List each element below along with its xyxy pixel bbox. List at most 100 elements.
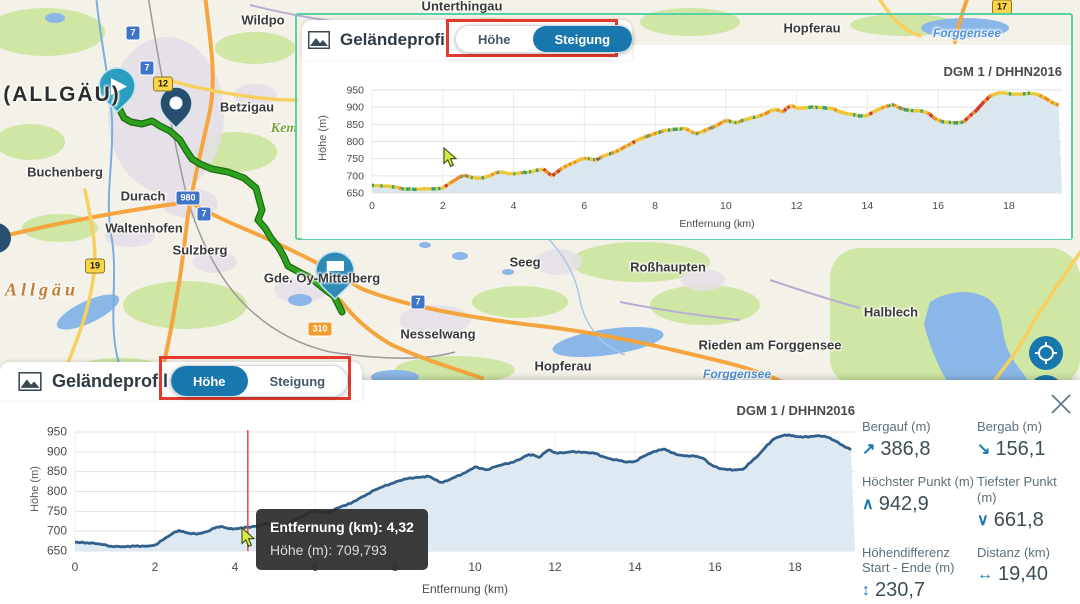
svg-text:16: 16 — [932, 200, 944, 212]
stat-arrow-down-right: Bergab (m) ↘ 156,1 — [977, 419, 1077, 461]
chevron-down-icon: ∨ — [977, 512, 989, 530]
map-label: Rieden am Forggensee — [698, 337, 842, 353]
route-end-marker[interactable] — [315, 251, 355, 301]
map-label: Wildpo — [241, 12, 285, 28]
road-shield: 7 — [410, 294, 426, 310]
stat-value: 19,40 — [998, 563, 1049, 586]
map-label: Durach — [120, 188, 166, 204]
bottom-y-axis-label: Höhe (m) — [28, 466, 41, 512]
map-control-partial — [0, 223, 11, 253]
road-shield: 12 — [152, 76, 174, 92]
tooltip-distance: Entfernung (km): 4,32 — [270, 519, 414, 535]
stat-chevron-up: Höchster Punkt (m) ∧ 942,9 — [862, 474, 974, 532]
svg-text:4: 4 — [232, 560, 239, 574]
top-source-label: DGM 1 / DHHN2016 — [943, 64, 1062, 79]
stat-label: Tiefster Punkt (m) — [977, 473, 1057, 505]
svg-text:2: 2 — [440, 200, 446, 212]
map-label: Allgäu — [4, 279, 80, 300]
svg-text:12: 12 — [791, 200, 803, 212]
svg-text:950: 950 — [47, 425, 67, 439]
svg-text:Entfernung (km): Entfernung (km) — [679, 218, 754, 230]
svg-text:950: 950 — [346, 85, 364, 97]
profile-image-icon — [18, 371, 42, 391]
svg-text:0: 0 — [369, 200, 375, 212]
bottom-tab-hoehe[interactable]: Höhe — [171, 366, 248, 396]
top-tab-hoehe[interactable]: Höhe — [456, 26, 533, 52]
map-label: Forggensee — [932, 26, 1002, 40]
arrow-up-down-icon: ↕ — [862, 581, 870, 599]
route-line — [114, 102, 346, 316]
svg-text:850: 850 — [346, 119, 364, 131]
stat-label: Höhendifferenz Start - Ende (m) — [862, 544, 955, 576]
top-profile-panel — [295, 13, 1073, 240]
road-shield: 7 — [139, 60, 155, 76]
top-y-axis-label: Höhe (m) — [316, 115, 329, 161]
flag-icon — [326, 261, 344, 282]
stat-label: Bergab (m) — [977, 419, 1043, 434]
svg-text:6: 6 — [581, 200, 587, 212]
play-icon — [111, 78, 127, 95]
road-shield: 980 — [175, 190, 201, 206]
svg-text:900: 900 — [47, 444, 67, 458]
svg-text:10: 10 — [720, 200, 732, 212]
svg-text:0: 0 — [72, 560, 79, 574]
svg-text:4: 4 — [511, 200, 517, 212]
stat-arrow-up-right: Bergauf (m) ↗ 386,8 — [862, 419, 974, 461]
close-panel-button[interactable] — [1048, 392, 1074, 418]
map-label: Kem — [270, 121, 298, 136]
road-shield: 310 — [307, 321, 333, 337]
svg-text:800: 800 — [47, 484, 67, 498]
svg-text:18: 18 — [1003, 200, 1015, 212]
svg-text:800: 800 — [346, 136, 364, 148]
map-label: Forggensee — [702, 367, 772, 381]
locate-icon — [1035, 342, 1057, 364]
stat-label: Bergauf (m) — [862, 419, 931, 434]
svg-text:14: 14 — [628, 560, 642, 574]
map-label: Hopferau — [534, 358, 592, 374]
svg-text:8: 8 — [652, 200, 658, 212]
map-label: Betzigau — [219, 99, 275, 115]
map-label: (ALLGÄU) — [3, 83, 121, 106]
top-tab-steigung[interactable]: Steigung — [532, 26, 633, 52]
svg-text:750: 750 — [346, 153, 364, 165]
map-label: Roßhaupten — [630, 259, 706, 275]
svg-text:16: 16 — [708, 560, 722, 574]
svg-text:750: 750 — [47, 504, 67, 518]
arrow-down-right-icon: ↘ — [977, 441, 991, 459]
map-label: Gde. Oy-Mittelberg — [263, 270, 381, 286]
stat-value: 230,7 — [875, 579, 926, 602]
map-label: Waltenhofen — [105, 220, 183, 236]
road-shield: 7 — [125, 25, 141, 41]
stat-value: 386,8 — [880, 437, 931, 460]
svg-text:Entfernung (km): Entfernung (km) — [422, 582, 508, 596]
arrow-left-right-icon: ↔ — [977, 565, 993, 583]
svg-text:700: 700 — [47, 524, 67, 538]
stat-label: Höchster Punkt (m) — [862, 473, 974, 489]
map-label: Hopferau — [783, 20, 841, 36]
stat-value: 661,8 — [993, 508, 1044, 531]
profile-image-icon — [308, 31, 330, 49]
top-tabs: Höhe Steigung — [455, 25, 634, 53]
stat-arrow-left-right: Distanz (km) ↔ 19,40 — [977, 545, 1077, 603]
map-label: Halblech — [863, 304, 919, 320]
steigung-chart[interactable]: 950 900 850 800 750 700 650 0 2 4 6 8 10 12 14 16 18 Entf… — [302, 45, 1071, 239]
top-panel-title: Geländeprofil — [340, 30, 450, 49]
map-label: Unterthingau — [421, 0, 503, 14]
route-start-marker[interactable] — [98, 67, 136, 114]
road-shield: 19 — [84, 258, 106, 274]
svg-text:14: 14 — [862, 200, 874, 212]
bottom-tab-steigung[interactable]: Steigung — [247, 366, 348, 396]
bottom-tabs: Höhe Steigung — [170, 365, 349, 397]
stat-value: 156,1 — [995, 437, 1046, 460]
map-label: Seeg — [509, 254, 541, 270]
chart-tooltip: Entfernung (km): 4,32 Höhe (m): 709,793 — [256, 509, 428, 571]
hoehe-chart[interactable]: 950900850800750700650024681012141618Entf… — [0, 400, 1080, 604]
stat-value: 942,9 — [878, 492, 929, 515]
arrow-up-right-icon: ↗ — [862, 441, 876, 459]
locate-button[interactable] — [1029, 336, 1063, 370]
waypoint-marker[interactable] — [159, 86, 193, 130]
bottom-source-label: DGM 1 / DHHN2016 — [736, 403, 855, 418]
